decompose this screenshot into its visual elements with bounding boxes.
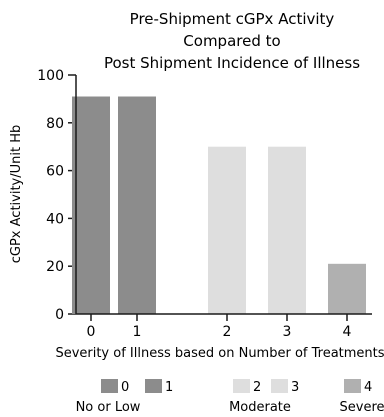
chart-title-line-3: Post Shipment Incidence of Illness [104, 54, 360, 72]
y-tick-label: 60 [46, 164, 64, 180]
x-axis-label: Severity of Illness based on Number of T… [55, 346, 384, 361]
legend-label: 1 [165, 380, 173, 395]
x-tick-label: 1 [133, 324, 142, 340]
legend-label: 0 [121, 380, 129, 395]
y-tick-label: 80 [46, 116, 64, 132]
bar-0 [72, 96, 110, 314]
y-tick-label: 20 [46, 259, 64, 275]
chart-title-line-1: Pre-Shipment cGPx Activity [130, 10, 335, 28]
legend-caption: No or Low [76, 400, 141, 415]
bars [72, 96, 366, 314]
legend-label: 3 [291, 380, 299, 395]
axes [75, 75, 372, 315]
legend-caption: Severe [340, 400, 384, 415]
y-axis-label: cGPx Activity/Unit Hb [9, 125, 24, 264]
legend-swatch [101, 379, 118, 393]
x-axis-ticks: 0 1 2 3 4 [87, 314, 352, 340]
y-axis-ticks: 0 20 40 60 80 100 [37, 68, 76, 323]
bar-3 [268, 146, 306, 314]
chart-title-line-2: Compared to [183, 32, 280, 50]
y-tick-label: 0 [55, 307, 64, 323]
x-tick-label: 3 [283, 324, 292, 340]
bar-2 [208, 146, 246, 314]
legend-swatch [271, 379, 288, 393]
legend-swatch [344, 379, 361, 393]
legend-swatch [233, 379, 250, 393]
x-tick-label: 4 [343, 324, 352, 340]
x-tick-label: 2 [223, 324, 232, 340]
bar-4 [328, 263, 366, 314]
legend-label: 2 [253, 380, 261, 395]
legend-caption: Moderate [229, 400, 291, 415]
legend-swatch [145, 379, 162, 393]
y-tick-label: 100 [37, 68, 64, 84]
x-tick-label: 0 [87, 324, 96, 340]
legend-label: 4 [364, 380, 372, 395]
chart-title: Pre-Shipment cGPx Activity Compared to P… [104, 10, 360, 72]
bar-1 [118, 96, 156, 314]
y-tick-label: 40 [46, 211, 64, 227]
